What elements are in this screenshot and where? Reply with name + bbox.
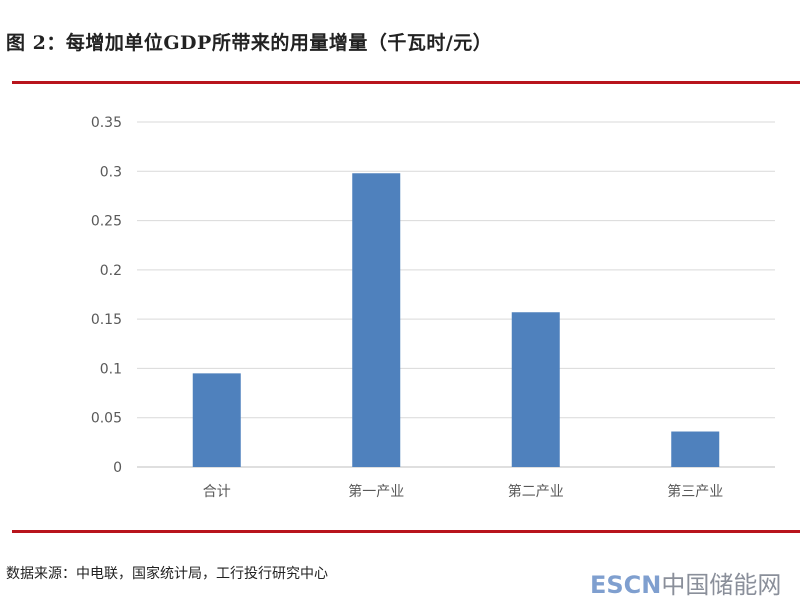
- watermark-cn: 中国储能网: [661, 571, 782, 599]
- watermark-logo: ESCN中国储能网: [590, 565, 781, 600]
- bar: [192, 373, 241, 467]
- x-tick-label: 合计: [203, 484, 231, 500]
- y-tick-label: 0.2: [100, 263, 122, 279]
- top-rule: [12, 81, 800, 84]
- figure-title: 图 2：每增加单位GDP所带来的用量增量（千瓦时/元）: [6, 32, 493, 54]
- y-tick-label: 0.25: [91, 214, 122, 230]
- y-tick-label: 0: [113, 460, 122, 476]
- x-tick-label: 第二产业: [508, 483, 564, 500]
- bottom-rule: [12, 530, 800, 533]
- watermark-latin: ESCN: [590, 571, 662, 599]
- bar: [511, 312, 560, 467]
- y-tick-label: 0.15: [91, 312, 122, 328]
- y-tick-label: 0.3: [100, 164, 122, 180]
- y-tick-label: 0.05: [91, 411, 122, 427]
- x-tick-label: 第一产业: [348, 483, 404, 500]
- source-note: 数据来源：中电联，国家统计局，工行投行研究中心: [6, 566, 328, 582]
- y-tick-label: 0.1: [100, 361, 122, 377]
- bar: [671, 431, 720, 467]
- x-tick-label: 第三产业: [667, 483, 723, 500]
- bar: [352, 173, 401, 467]
- bar-chart: 0 0.05 0.1 0.15 0.2 0.25 0.3 0.35 合计 第一产业 第二产业 第三产业: [91, 115, 775, 500]
- y-tick-label: 0.35: [91, 115, 122, 131]
